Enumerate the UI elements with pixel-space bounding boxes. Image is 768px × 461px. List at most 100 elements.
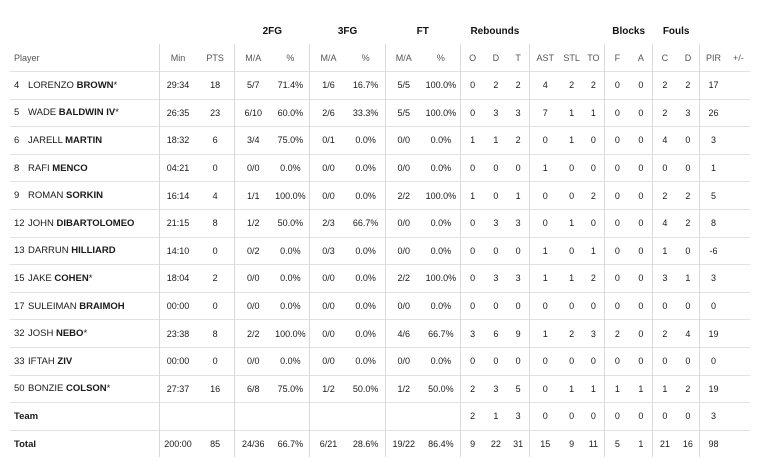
player-name-cell: 13 DARRUN HILLIARD (10, 236, 160, 265)
cell-ft-ma: 0/0 (384, 291, 422, 320)
cell-foul-c: 21 (652, 429, 677, 458)
cell-plus-minus (726, 126, 750, 155)
cell-ast: 0 (528, 291, 561, 320)
cell-ft-pct: 100.0% (421, 98, 461, 127)
cell-reb-t: 0 (507, 346, 530, 376)
cell-reb-o: 2 (459, 374, 485, 403)
cell-plus-minus (726, 402, 750, 431)
header-2fg-pct: % (286, 52, 295, 63)
cell-to: 1 (582, 98, 605, 127)
cell-reb-o: 0 (459, 98, 485, 127)
cell-ft-pct: 0.0% (421, 153, 461, 182)
cell-min: 29:34 (158, 71, 197, 100)
cell-2fg-ma: 3/4 (234, 126, 272, 155)
cell-2fg-ma: 24/36 (234, 429, 272, 458)
cell-stl: 1 (560, 264, 583, 293)
cell-stl: 0 (560, 402, 583, 431)
player-number: 15 (14, 272, 25, 284)
cell-reb-d: 3 (484, 264, 508, 293)
cell-pts: 85 (196, 429, 235, 458)
cell-ft-pct: 0.0% (421, 346, 461, 376)
cell-blk-f: 0 (604, 236, 630, 265)
player-last-name: COLSON (66, 383, 107, 395)
cell-ft-pct: 0.0% (421, 126, 461, 155)
cell-ft-pct: 86.4% (421, 429, 461, 458)
cell-min: 18:32 (158, 126, 197, 155)
cell-reb-o: 2 (459, 402, 485, 431)
cell-blk-f: 0 (604, 264, 630, 293)
cell-2fg-pct: 75.0% (271, 374, 310, 403)
cell-foul-c: 3 (652, 264, 677, 293)
header-2fg-ma: M/A (234, 44, 272, 72)
cell-ft-ma: 0/0 (384, 346, 422, 376)
cell-foul-d: 3 (676, 98, 700, 127)
cell-3fg-pct (346, 402, 386, 431)
header-player: Player (14, 52, 40, 63)
cell-foul-d: 2 (676, 208, 700, 238)
cell-to: 2 (582, 181, 605, 210)
player-name-cell: 50 BONZIE COLSON* (10, 374, 160, 403)
header-ast: AST (528, 44, 561, 72)
cell-ast: 1 (528, 264, 561, 293)
player-number: 9 (14, 190, 20, 202)
cell-ft-ma: 2/2 (384, 181, 422, 210)
cell-pir: 17 (699, 71, 727, 100)
player-first-name: JAKE (28, 272, 52, 284)
cell-2fg-pct: 100.0% (271, 181, 310, 210)
cell-3fg-ma: 0/3 (309, 236, 347, 265)
cell-pts: 2 (196, 264, 235, 293)
cell-plus-minus (726, 291, 750, 320)
cell-ft-pct: 66.7% (421, 319, 461, 348)
cell-blk-f: 0 (604, 71, 630, 100)
cell-3fg-pct: 28.6% (346, 429, 386, 458)
header-reb-d: D (492, 52, 500, 63)
cell-ft-ma: 0/0 (384, 153, 422, 182)
cell-reb-o: 3 (459, 319, 485, 348)
cell-blk-f: 1 (604, 374, 630, 403)
cell-reb-d: 0 (484, 181, 508, 210)
cell-2fg-ma: 1/1 (234, 181, 272, 210)
cell-pir: 19 (699, 374, 727, 403)
cell-2fg-pct: 50.0% (271, 208, 310, 238)
header-ft-ma: M/A (384, 44, 422, 72)
player-last-name: ZIV (57, 355, 73, 367)
cell-min (158, 402, 197, 431)
cell-foul-c: 1 (652, 236, 677, 265)
cell-to: 11 (582, 429, 605, 458)
cell-2fg-ma: 5/7 (234, 71, 272, 100)
cell-2fg-pct: 0.0% (271, 264, 310, 293)
starter-mark: * (88, 272, 93, 284)
cell-blk-a: 0 (629, 291, 653, 320)
cell-pts: 23 (196, 98, 235, 127)
group-fouls: Fouls (662, 25, 690, 37)
cell-to: 0 (582, 291, 605, 320)
cell-pir: 3 (699, 264, 727, 293)
cell-reb-t: 2 (507, 126, 530, 155)
cell-reb-t: 0 (507, 291, 530, 320)
player-first-name: RAFI (28, 162, 50, 174)
cell-reb-d: 6 (484, 319, 508, 348)
table-row: 17 SULEIMAN BRAIMOH 00:00 0 0/0 0.0% 0/0 0.0% 0/… (10, 291, 750, 320)
cell-3fg-pct: 16.7% (346, 71, 386, 100)
cell-ast: 0 (528, 402, 561, 431)
cell-reb-t: 1 (507, 181, 530, 210)
table-row: 50 BONZIE COLSON* 27:37 16 6/8 75.0% 1/2 50.0% 1… (10, 374, 750, 403)
cell-min: 18:04 (158, 264, 197, 293)
cell-3fg-pct: 66.7% (346, 208, 386, 238)
cell-3fg-ma (309, 402, 347, 431)
cell-blk-f: 0 (604, 208, 630, 238)
cell-reb-t: 0 (507, 236, 530, 265)
cell-foul-d: 2 (676, 71, 700, 100)
cell-3fg-ma: 0/0 (309, 264, 347, 293)
team-label: Team (10, 402, 160, 431)
cell-blk-f: 5 (604, 429, 630, 458)
cell-foul-c: 2 (652, 98, 677, 127)
cell-foul-c: 0 (652, 291, 677, 320)
cell-pts: 4 (196, 181, 235, 210)
player-name-cell: 8 RAFI MENCO (10, 153, 160, 182)
cell-pir: 98 (699, 429, 727, 458)
cell-pir: 19 (699, 319, 727, 348)
header-reb-t: T (515, 52, 521, 63)
cell-reb-t: 3 (507, 264, 530, 293)
